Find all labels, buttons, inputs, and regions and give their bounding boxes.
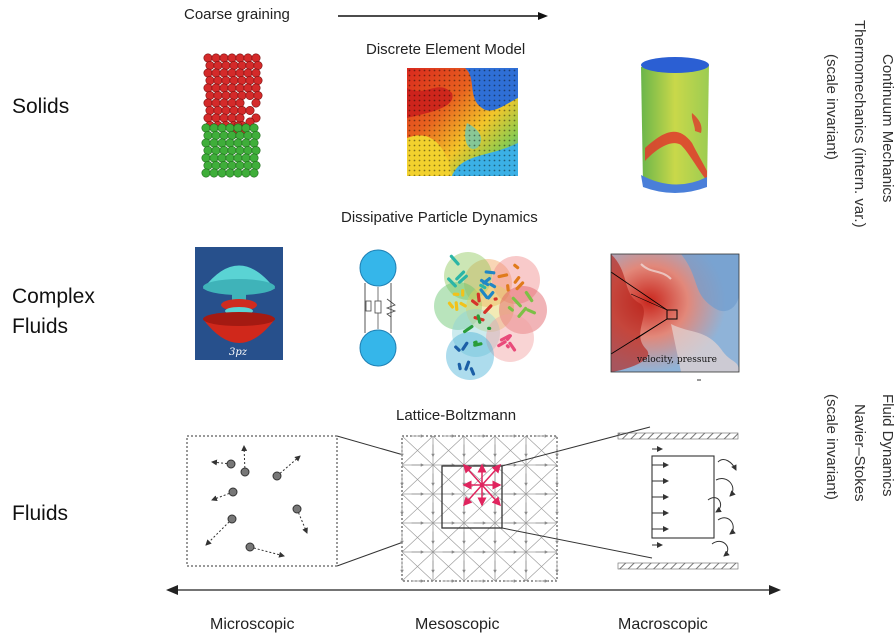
particle-stack-image [201, 53, 263, 178]
row-label-fluids-complex: Fluids [12, 315, 69, 338]
fluid-line-3: (scale invariant) [823, 394, 840, 500]
velocity-pressure-label: velocity, pressure [636, 355, 717, 365]
cylinder-simulation-image [641, 57, 709, 193]
micro-particles [205, 445, 308, 558]
lattice-grid [400, 434, 559, 583]
scale-label-meso: Mesoscopic [415, 616, 500, 633]
lattice-highlight-box [441, 465, 503, 529]
continuum-line-2: Thermomechanics (intern. var.) [851, 20, 868, 228]
macro-flow-arrows [652, 446, 737, 557]
turbulence-image: velocity, pressure [610, 253, 740, 381]
orbital-label: 3pz [229, 347, 248, 358]
coarse-graining-label: Coarse graining [184, 6, 290, 23]
channel-wall-bottom [617, 562, 739, 570]
scale-label-macro: Macroscopic [618, 616, 708, 633]
lb-velocity-star [462, 463, 502, 507]
scale-axis-left-arrowhead [166, 585, 178, 595]
row-label-complex: Complex [12, 285, 95, 308]
fluid-line-2: Navier–Stokes [851, 404, 868, 502]
method-dpd-title: Dissipative Particle Dynamics [341, 209, 538, 226]
continuum-line-3: (scale invariant) [823, 54, 840, 160]
method-dem-title: Discrete Element Model [366, 41, 526, 58]
channel-wall-top [617, 432, 739, 440]
row-label-solids: Solids [12, 95, 70, 118]
method-lb-title: Lattice-Boltzmann [396, 407, 517, 424]
scale-label-micro: Microscopic [210, 616, 295, 633]
row-label-fluids: Fluids [12, 502, 69, 525]
microscopic-box [186, 435, 338, 567]
dem-simulation-image [407, 68, 518, 176]
scale-axis-right-arrowhead [769, 585, 781, 595]
continuum-line-1: Continuum Mechanics [879, 54, 896, 203]
polymer-cluster-image [434, 252, 547, 380]
macro-control-volume [651, 455, 715, 539]
fluid-line-1: Fluid Dynamics [879, 394, 896, 497]
orbital-image: 3pz [195, 247, 283, 360]
dumbbell-image [359, 249, 397, 367]
